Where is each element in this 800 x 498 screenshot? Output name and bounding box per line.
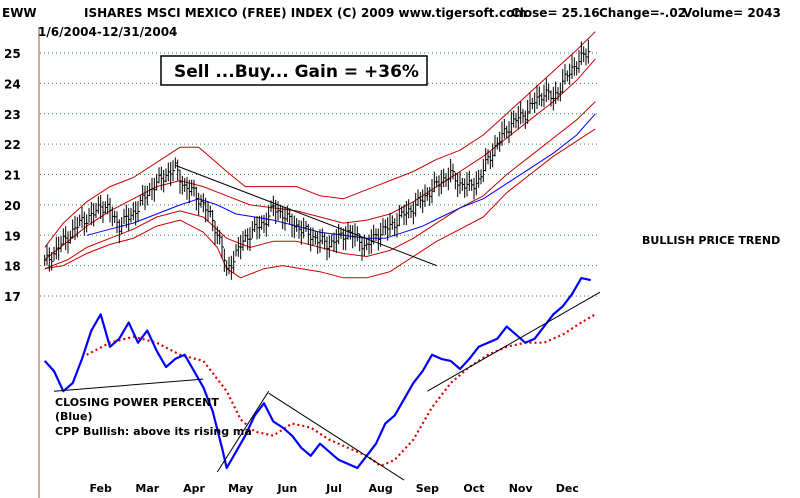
header-change: Change=-.02 [599,6,686,20]
x-tick-label-aug: Aug [369,482,393,495]
cpp-color-note: (Blue) [55,410,93,423]
y-tick-label-25: 25 [4,47,21,61]
lower-band-line [44,128,596,279]
x-tick-label-sep: Sep [416,482,439,495]
x-tick-label-may: May [228,482,253,495]
cpp-title: CLOSING POWER PERCENT [55,396,219,409]
y-tick-label-22: 22 [4,138,21,152]
x-tick-label-jun: Jun [276,482,297,495]
x-tick-label-mar: Mar [135,482,159,495]
header-symbol: EWW [2,6,37,20]
moving-average-line [86,113,596,239]
header-name: ISHARES MSCI MEXICO (FREE) INDEX [84,6,333,20]
header-volume: Volume= 2043 [683,6,781,20]
header-date-range: 1/6/2004-12/31/2004 [38,25,177,39]
grid [40,52,600,297]
x-tick-label-jul: Jul [325,482,342,495]
y-tick-label-24: 24 [4,77,21,91]
x-tick-label-oct: Oct [463,482,484,495]
y-tick-label-23: 23 [4,108,21,122]
x-tick-label-apr: Apr [183,482,205,495]
y-tick-labels: 17 18 19 20 21 22 23 24 25 [4,47,21,304]
cpp-line [43,277,591,470]
price-trendline [175,164,437,267]
y-tick-label-20: 20 [4,199,21,213]
signal-box [160,55,428,86]
cpp-trendline-1 [53,378,204,392]
price-bars [44,39,591,280]
x-tick-label-nov: Nov [509,482,534,495]
y-tick-label-17: 17 [4,290,21,304]
x-tick-label-dec: Dec [556,482,579,495]
cpp-trendline-3 [268,392,405,481]
signal-box-text: Sell ...Buy... Gain = +36% [174,62,419,82]
cpp-note: CPP Bullish: above its rising ma [55,425,252,438]
cpp-trendline-4 [427,291,601,392]
cpp-trendline-2 [216,390,270,473]
upper-band-line [44,31,596,248]
y-tick-label-19: 19 [4,229,21,243]
trend-label: BULLISH PRICE TREND [642,234,780,247]
y-tick-label-18: 18 [4,260,21,274]
header-copyright: (C) 2009 www.tigersoft.com [337,6,527,20]
cpp-moving-average-line [86,313,596,467]
x-tick-labels: Feb Mar Apr May Jun Jul Aug Sep Oct Nov Dec [89,482,578,495]
x-tick-label-feb: Feb [89,482,112,495]
y-tick-label-21: 21 [4,169,21,183]
header-close: Close= 25.16 [511,6,600,20]
cpp-layer [43,277,601,481]
